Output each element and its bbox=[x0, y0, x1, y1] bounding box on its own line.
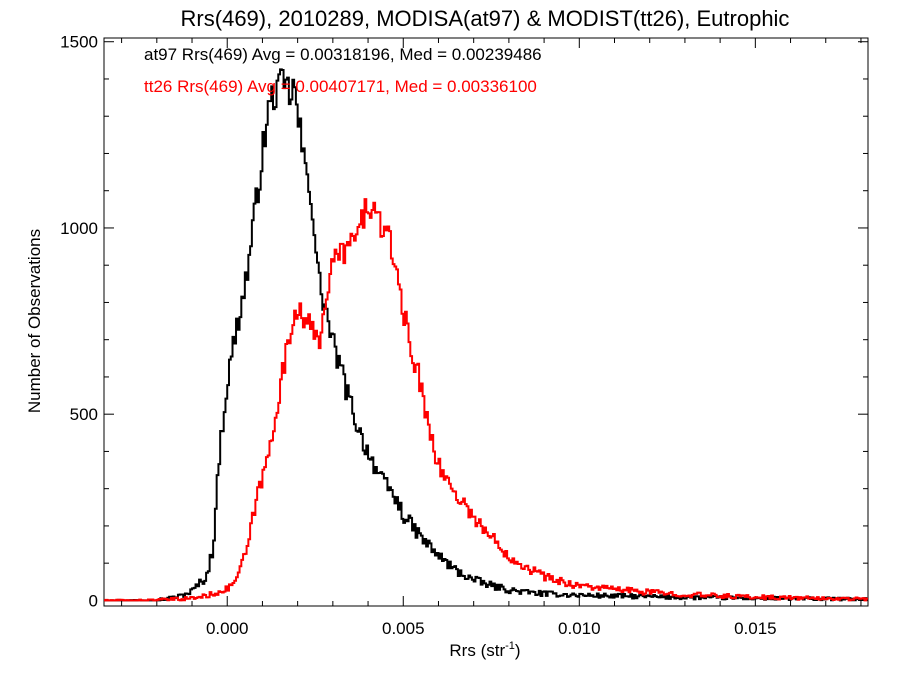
x-axis-title-suffix: ) bbox=[515, 641, 521, 660]
y-axis-ticks: 0 500 1000 1500 bbox=[60, 33, 868, 610]
x-tick-label: 0.010 bbox=[558, 619, 601, 638]
y-tick-label: 500 bbox=[70, 405, 98, 424]
x-axis-title-main: Rrs (str bbox=[449, 641, 505, 660]
y-tick-label: 1000 bbox=[60, 219, 98, 238]
chart-title: Rrs(469), 2010289, MODISA(at97) & MODIST… bbox=[181, 6, 790, 31]
y-tick-label: 0 bbox=[89, 591, 98, 610]
plot-frame bbox=[103, 37, 869, 607]
x-axis-title-superscript: -1 bbox=[505, 640, 515, 652]
series-layer bbox=[104, 68, 868, 602]
x-axis-title: Rrs (str-1) bbox=[449, 640, 520, 660]
x-axis-ticks: 0.000 0.005 0.010 0.015 bbox=[121, 38, 862, 638]
x-tick-label: 0.015 bbox=[734, 619, 777, 638]
series-tt26-histogram bbox=[104, 198, 868, 602]
legend-at97-stats: at97 Rrs(469) Avg = 0.00318196, Med = 0.… bbox=[144, 45, 542, 64]
series-at97-histogram bbox=[104, 68, 868, 602]
y-tick-label: 1500 bbox=[60, 33, 98, 52]
legend-tt26-stats: tt26 Rrs(469) Avg = 0.00407171, Med = 0.… bbox=[144, 77, 537, 96]
y-axis-title: Number of Observations bbox=[25, 229, 44, 413]
x-tick-label: 0.005 bbox=[382, 619, 425, 638]
x-tick-label: 0.000 bbox=[206, 619, 249, 638]
